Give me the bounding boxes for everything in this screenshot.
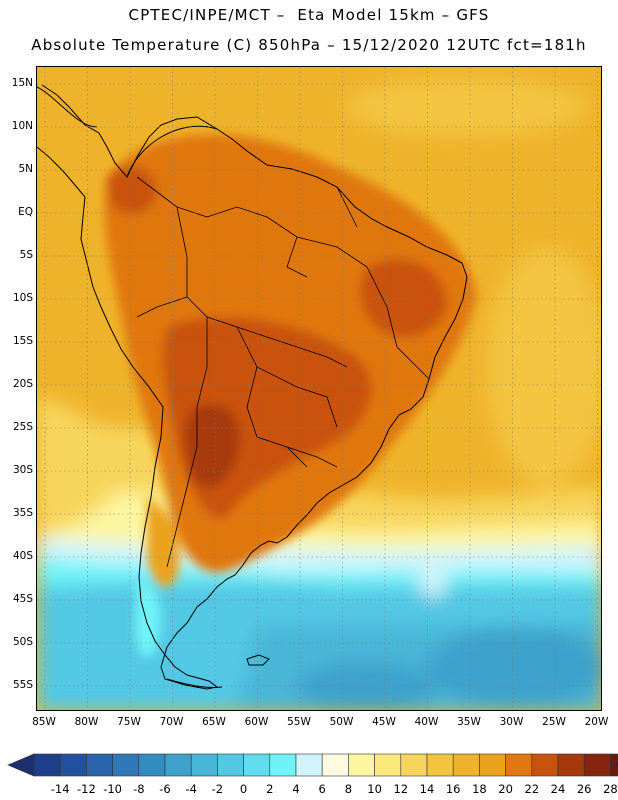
lon-label: 75W: [117, 716, 141, 728]
colorbar-tick-label: 14: [419, 782, 435, 796]
colorbar-swatch: [321, 753, 349, 777]
lat-label: 15N: [11, 77, 33, 89]
map-subtitle: Absolute Temperature (C) 850hPa – 15/12/…: [31, 36, 587, 54]
lat-label: 5N: [18, 163, 33, 175]
colorbar-swatch: [426, 753, 454, 777]
central-america: [37, 86, 98, 128]
lat-label: 15S: [12, 335, 33, 347]
map-title: CPTEC/INPE/MCT – Eta Model 15km – GFS: [128, 6, 490, 24]
colorbar-swatch: [138, 753, 166, 777]
lon-label: 60W: [244, 716, 269, 728]
colorbar-swatch: [348, 753, 375, 777]
colorbar-tick-label: 28: [603, 782, 618, 796]
colorbar-swatch: [190, 753, 218, 777]
lat-label: 45S: [12, 593, 33, 605]
lat-label: 50S: [12, 636, 33, 648]
colorbar-swatch: [295, 753, 323, 777]
lon-label: 80W: [74, 716, 99, 728]
colorbar-swatch: [557, 753, 585, 777]
warm-patch-east: [487, 247, 601, 487]
lon-label: 55W: [287, 716, 311, 728]
colorbar-under-arrow: [7, 753, 35, 777]
colorbar-tick-label: 12: [393, 782, 409, 796]
colorbar-tick-label: 22: [524, 782, 540, 796]
lon-label: 50W: [329, 716, 354, 728]
colorbar-tick-label: 18: [472, 782, 487, 796]
lat-label: 35S: [12, 507, 33, 519]
colorbar-tick-label: 24: [550, 782, 566, 796]
colorbar-tick-label: -6: [159, 782, 171, 796]
colorbar-swatch: [479, 753, 506, 777]
northeast-hot-zone: [360, 259, 447, 338]
colorbar-swatch: [112, 753, 140, 777]
patagonia-cool: [135, 577, 161, 658]
colorbar-tick-label: 2: [266, 782, 274, 796]
lon-label: 25W: [542, 716, 566, 728]
colorbar-tick-label: 4: [292, 782, 300, 796]
colorbar-swatch: [217, 753, 244, 777]
falkland-islands: [246, 654, 270, 666]
temperature-field: [37, 77, 601, 710]
colorbar-swatch: [243, 753, 271, 777]
lon-label: 45W: [372, 716, 396, 728]
colorbar-swatch: [583, 753, 611, 777]
south-america-outline: [37, 84, 468, 690]
coastline: [37, 84, 468, 690]
cold-patch-southeast: [427, 627, 601, 707]
colorbar-swatch: [452, 753, 480, 777]
colorbar-tick-label: -12: [76, 782, 96, 796]
colorbar-swatch: [59, 753, 87, 777]
colorbar-tick-label: 26: [576, 782, 592, 796]
lon-label: 35W: [457, 716, 481, 728]
lat-label: 5S: [19, 249, 33, 261]
map-canvas: [37, 67, 601, 710]
lat-label: 10N: [11, 120, 33, 132]
colorbar-tick-label: -2: [211, 782, 224, 796]
lat-label: EQ: [18, 206, 33, 218]
colorbar-over-arrow: [611, 761, 618, 769]
colorbar-tick-label: 6: [318, 782, 326, 796]
colorbar-tick-label: -8: [133, 782, 145, 796]
lat-label: 40S: [12, 550, 33, 562]
colorbar-swatch: [269, 753, 297, 777]
patagonia-warm: [147, 497, 180, 588]
lon-label: 85W: [32, 716, 56, 728]
colorbar-tick-label: 10: [367, 782, 382, 796]
colorbar-tick-label: -4: [185, 782, 197, 796]
colorbar-swatch: [505, 753, 533, 777]
colorbar-tick-label: 0: [239, 782, 248, 796]
colorbar-swatch: [86, 753, 113, 777]
lon-label: 70W: [159, 716, 184, 728]
lat-label: 55S: [12, 679, 33, 691]
lon-label: 65W: [202, 716, 226, 728]
caribbean-coast: [126, 125, 218, 178]
colorbar-tick-label: -10: [103, 782, 122, 796]
lon-label: 20W: [584, 716, 609, 728]
colorbar-tick-label: 8: [344, 782, 353, 796]
lon-label: 40W: [414, 716, 439, 728]
colorbar-swatch: [531, 753, 559, 777]
colorbar-tick-label: -14: [50, 782, 70, 796]
country-borders: [136, 176, 430, 568]
warm-patch-north: [347, 77, 587, 137]
temperature-map: [36, 66, 602, 711]
lon-label: 30W: [499, 716, 524, 728]
warm-eddy: [419, 569, 447, 597]
cold-patch-south: [297, 662, 437, 710]
lat-label: 30S: [12, 464, 33, 476]
chaco-core: [185, 404, 240, 488]
colorbar: [7, 753, 618, 777]
colorbar-swatch: [374, 753, 402, 777]
lat-label: 10S: [12, 292, 33, 304]
lat-label: 25S: [12, 421, 33, 433]
colorbar-tick-label: 20: [498, 782, 513, 796]
colorbar-swatch: [400, 753, 428, 777]
lat-label: 20S: [12, 378, 33, 390]
colorbar-swatch: [33, 753, 61, 777]
colorbar-swatch: [164, 753, 192, 777]
colorbar-tick-label: 16: [445, 782, 461, 796]
tierra-del-fuego: [166, 678, 223, 688]
north-hot-spot: [107, 166, 157, 214]
pacific-cool-strip: [37, 397, 127, 537]
